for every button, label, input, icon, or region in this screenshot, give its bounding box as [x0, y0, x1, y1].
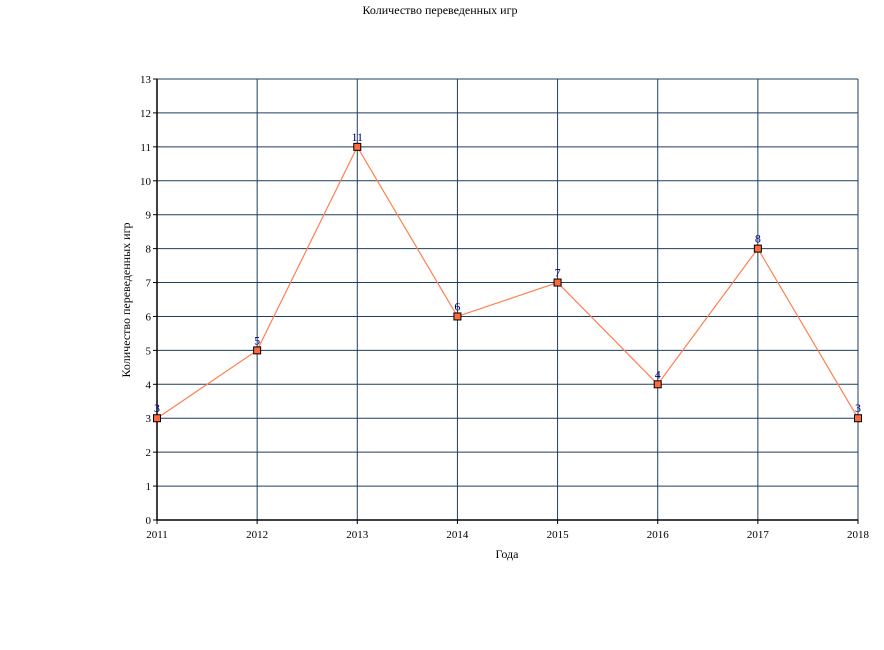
y-tick-label: 13: [140, 74, 152, 86]
y-axis-label: Количество переведенных игр: [119, 223, 133, 378]
y-tick-label: 10: [140, 176, 152, 188]
data-labels: 3 5 11 6 7 4 8 3: [154, 130, 861, 415]
data-point-marker: [253, 346, 262, 355]
data-point-marker: [553, 278, 562, 287]
data-point-marker: [854, 414, 862, 423]
data-point-marker: [653, 380, 662, 389]
data-label: 7: [555, 266, 561, 280]
data-label: 3: [855, 401, 861, 415]
y-tick-label: 2: [146, 447, 152, 459]
y-tick-label: 5: [146, 345, 152, 357]
data-label: 6: [454, 299, 460, 313]
axes: [153, 78, 859, 524]
series-line: [156, 145, 859, 419]
y-tick-label: 0: [146, 515, 152, 527]
data-point-marker: [153, 414, 161, 423]
x-tick-label: 2017: [747, 529, 770, 541]
data-point-marker: [453, 312, 462, 321]
y-tick-label: 6: [146, 311, 152, 323]
data-label: 8: [755, 232, 761, 246]
x-tick-label: 2016: [647, 529, 670, 541]
x-tick-label: 2014: [446, 529, 469, 541]
x-tick-label: 2015: [547, 529, 570, 541]
y-tick-label: 7: [146, 278, 152, 290]
data-label: 5: [254, 333, 260, 347]
x-tick-label: 2012: [246, 529, 268, 541]
y-tick-label: 11: [140, 142, 151, 154]
data-label: 4: [655, 367, 661, 381]
chart-title: Количество переведенных игр: [363, 3, 518, 17]
y-tick-label: 4: [146, 379, 152, 391]
y-tick-label: 1: [146, 481, 152, 493]
x-tick-label: 2013: [346, 529, 369, 541]
y-tick-label: 8: [146, 244, 152, 256]
data-point-marker: [753, 244, 762, 253]
data-point-marker: [353, 142, 362, 151]
y-tick-label: 3: [146, 413, 152, 425]
y-tick-label: 12: [140, 108, 151, 120]
data-label: 11: [352, 130, 364, 144]
x-tick-label: 2011: [146, 529, 168, 541]
x-tick-labels: 2011 2012 2013 2014 2015 2016 2017 2018: [146, 529, 869, 541]
x-axis-label: Года: [496, 547, 520, 561]
x-tick-label: 2018: [847, 529, 870, 541]
series: [153, 142, 862, 423]
y-tick-label: 9: [146, 210, 152, 222]
data-label: 3: [154, 401, 160, 415]
